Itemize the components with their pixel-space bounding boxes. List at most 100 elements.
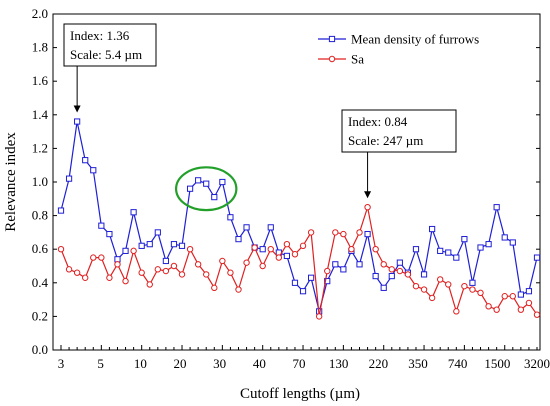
x-tick-label: 3 <box>58 356 65 371</box>
data-point-square <box>493 204 500 211</box>
highlight-ellipse <box>174 166 238 212</box>
data-point-square <box>130 209 137 216</box>
data-point-square <box>445 249 452 256</box>
data-point-square <box>340 266 347 273</box>
series-line-0 <box>60 121 538 312</box>
data-point-circle <box>267 246 274 253</box>
data-point-circle <box>445 281 452 288</box>
data-point-circle <box>259 262 266 270</box>
data-point-circle <box>509 293 516 300</box>
data-point-square <box>461 236 468 243</box>
data-point-circle <box>275 254 283 261</box>
data-point-square <box>501 234 508 241</box>
data-point-square <box>114 256 121 263</box>
data-point-circle <box>517 306 525 313</box>
data-point-circle <box>82 274 89 281</box>
annotation-arrowhead <box>73 105 81 113</box>
data-point-square <box>178 242 186 249</box>
x-tick-label: 740 <box>448 356 468 371</box>
data-point-square <box>57 207 65 214</box>
data-point-square <box>308 274 315 281</box>
data-point-square <box>509 239 516 246</box>
x-tick-label: 30 <box>213 356 226 371</box>
data-point-circle <box>194 261 202 268</box>
annotation-text: Index: 0.84 <box>348 114 408 129</box>
data-point-square <box>186 185 194 192</box>
data-point-circle <box>211 284 218 292</box>
y-tick-label: 0.4 <box>32 275 49 290</box>
data-point-square <box>372 272 379 280</box>
y-tick-label: 1.4 <box>32 107 49 122</box>
data-point-circle <box>178 271 186 278</box>
legend-label: Sa <box>351 52 364 67</box>
data-point-square <box>324 278 331 285</box>
data-point-square <box>162 257 169 265</box>
x-tick-label: 10 <box>134 356 147 371</box>
data-point-circle <box>533 311 541 318</box>
annotation-box <box>341 109 457 153</box>
data-point-circle <box>461 282 468 290</box>
data-point-square <box>412 246 420 253</box>
y-tick-label: 0.2 <box>32 308 48 323</box>
data-point-square <box>211 194 218 201</box>
data-point-circle <box>356 229 363 236</box>
x-tick-label: 20 <box>174 356 187 371</box>
x-tick-label: 70 <box>293 356 306 371</box>
data-point-circle <box>130 247 137 255</box>
data-point-circle <box>501 293 508 300</box>
data-point-circle <box>315 313 323 320</box>
annotation-text: Scale: 5.4 µm <box>70 47 142 62</box>
data-point-circle <box>243 259 250 266</box>
data-point-square <box>420 271 428 278</box>
data-point-square <box>453 254 460 261</box>
data-point-square <box>396 259 403 266</box>
data-point-circle <box>219 257 226 265</box>
annotations-group: Index: 1.36 Scale: 5.4 µm Index: 0.84 Scale… <box>63 23 457 212</box>
legend-marker-circle <box>328 55 336 63</box>
data-point-circle <box>114 261 121 268</box>
data-point-square <box>364 230 371 238</box>
data-point-square <box>517 291 524 298</box>
data-point-circle <box>404 271 412 278</box>
legend-label: Mean density of furrows <box>351 32 479 47</box>
y-tick-label: 1.8 <box>32 40 48 55</box>
data-point-square <box>74 118 81 125</box>
data-point-circle <box>90 254 97 261</box>
data-point-circle <box>307 229 315 236</box>
y-tick-label: 1.0 <box>32 174 48 189</box>
data-point-circle <box>146 281 153 288</box>
data-point-circle <box>420 286 428 293</box>
data-point-circle <box>324 267 331 275</box>
data-point-circle <box>477 289 484 297</box>
data-point-square <box>227 214 234 221</box>
data-point-circle <box>106 274 113 281</box>
data-point-circle <box>122 277 129 285</box>
data-point-square <box>485 241 492 248</box>
data-point-circle <box>453 308 460 315</box>
x-tick-label: 350 <box>408 356 428 371</box>
data-point-square <box>235 236 242 243</box>
data-point-circle <box>525 299 533 307</box>
data-point-circle <box>154 266 162 273</box>
data-point-square <box>106 230 113 238</box>
annotation-box <box>63 23 157 67</box>
x-axis-title: Cutoff lengths (µm) <box>240 386 360 402</box>
data-point-square <box>154 229 161 236</box>
data-point-square <box>243 224 250 231</box>
data-point-square <box>380 284 387 291</box>
data-point-square <box>259 246 266 253</box>
data-point-circle <box>348 246 355 253</box>
data-point-square <box>477 244 484 251</box>
data-point-circle <box>364 204 371 211</box>
y-tick-label: 1.2 <box>32 140 48 155</box>
data-point-square <box>203 180 210 187</box>
data-point-circle <box>485 303 492 310</box>
data-point-square <box>332 261 339 268</box>
data-point-square <box>195 177 202 184</box>
data-point-circle <box>65 266 73 273</box>
data-point-square <box>267 224 274 231</box>
y-tick-label: 0.0 <box>32 342 48 357</box>
data-point-circle <box>162 267 170 275</box>
data-point-square <box>82 157 89 164</box>
